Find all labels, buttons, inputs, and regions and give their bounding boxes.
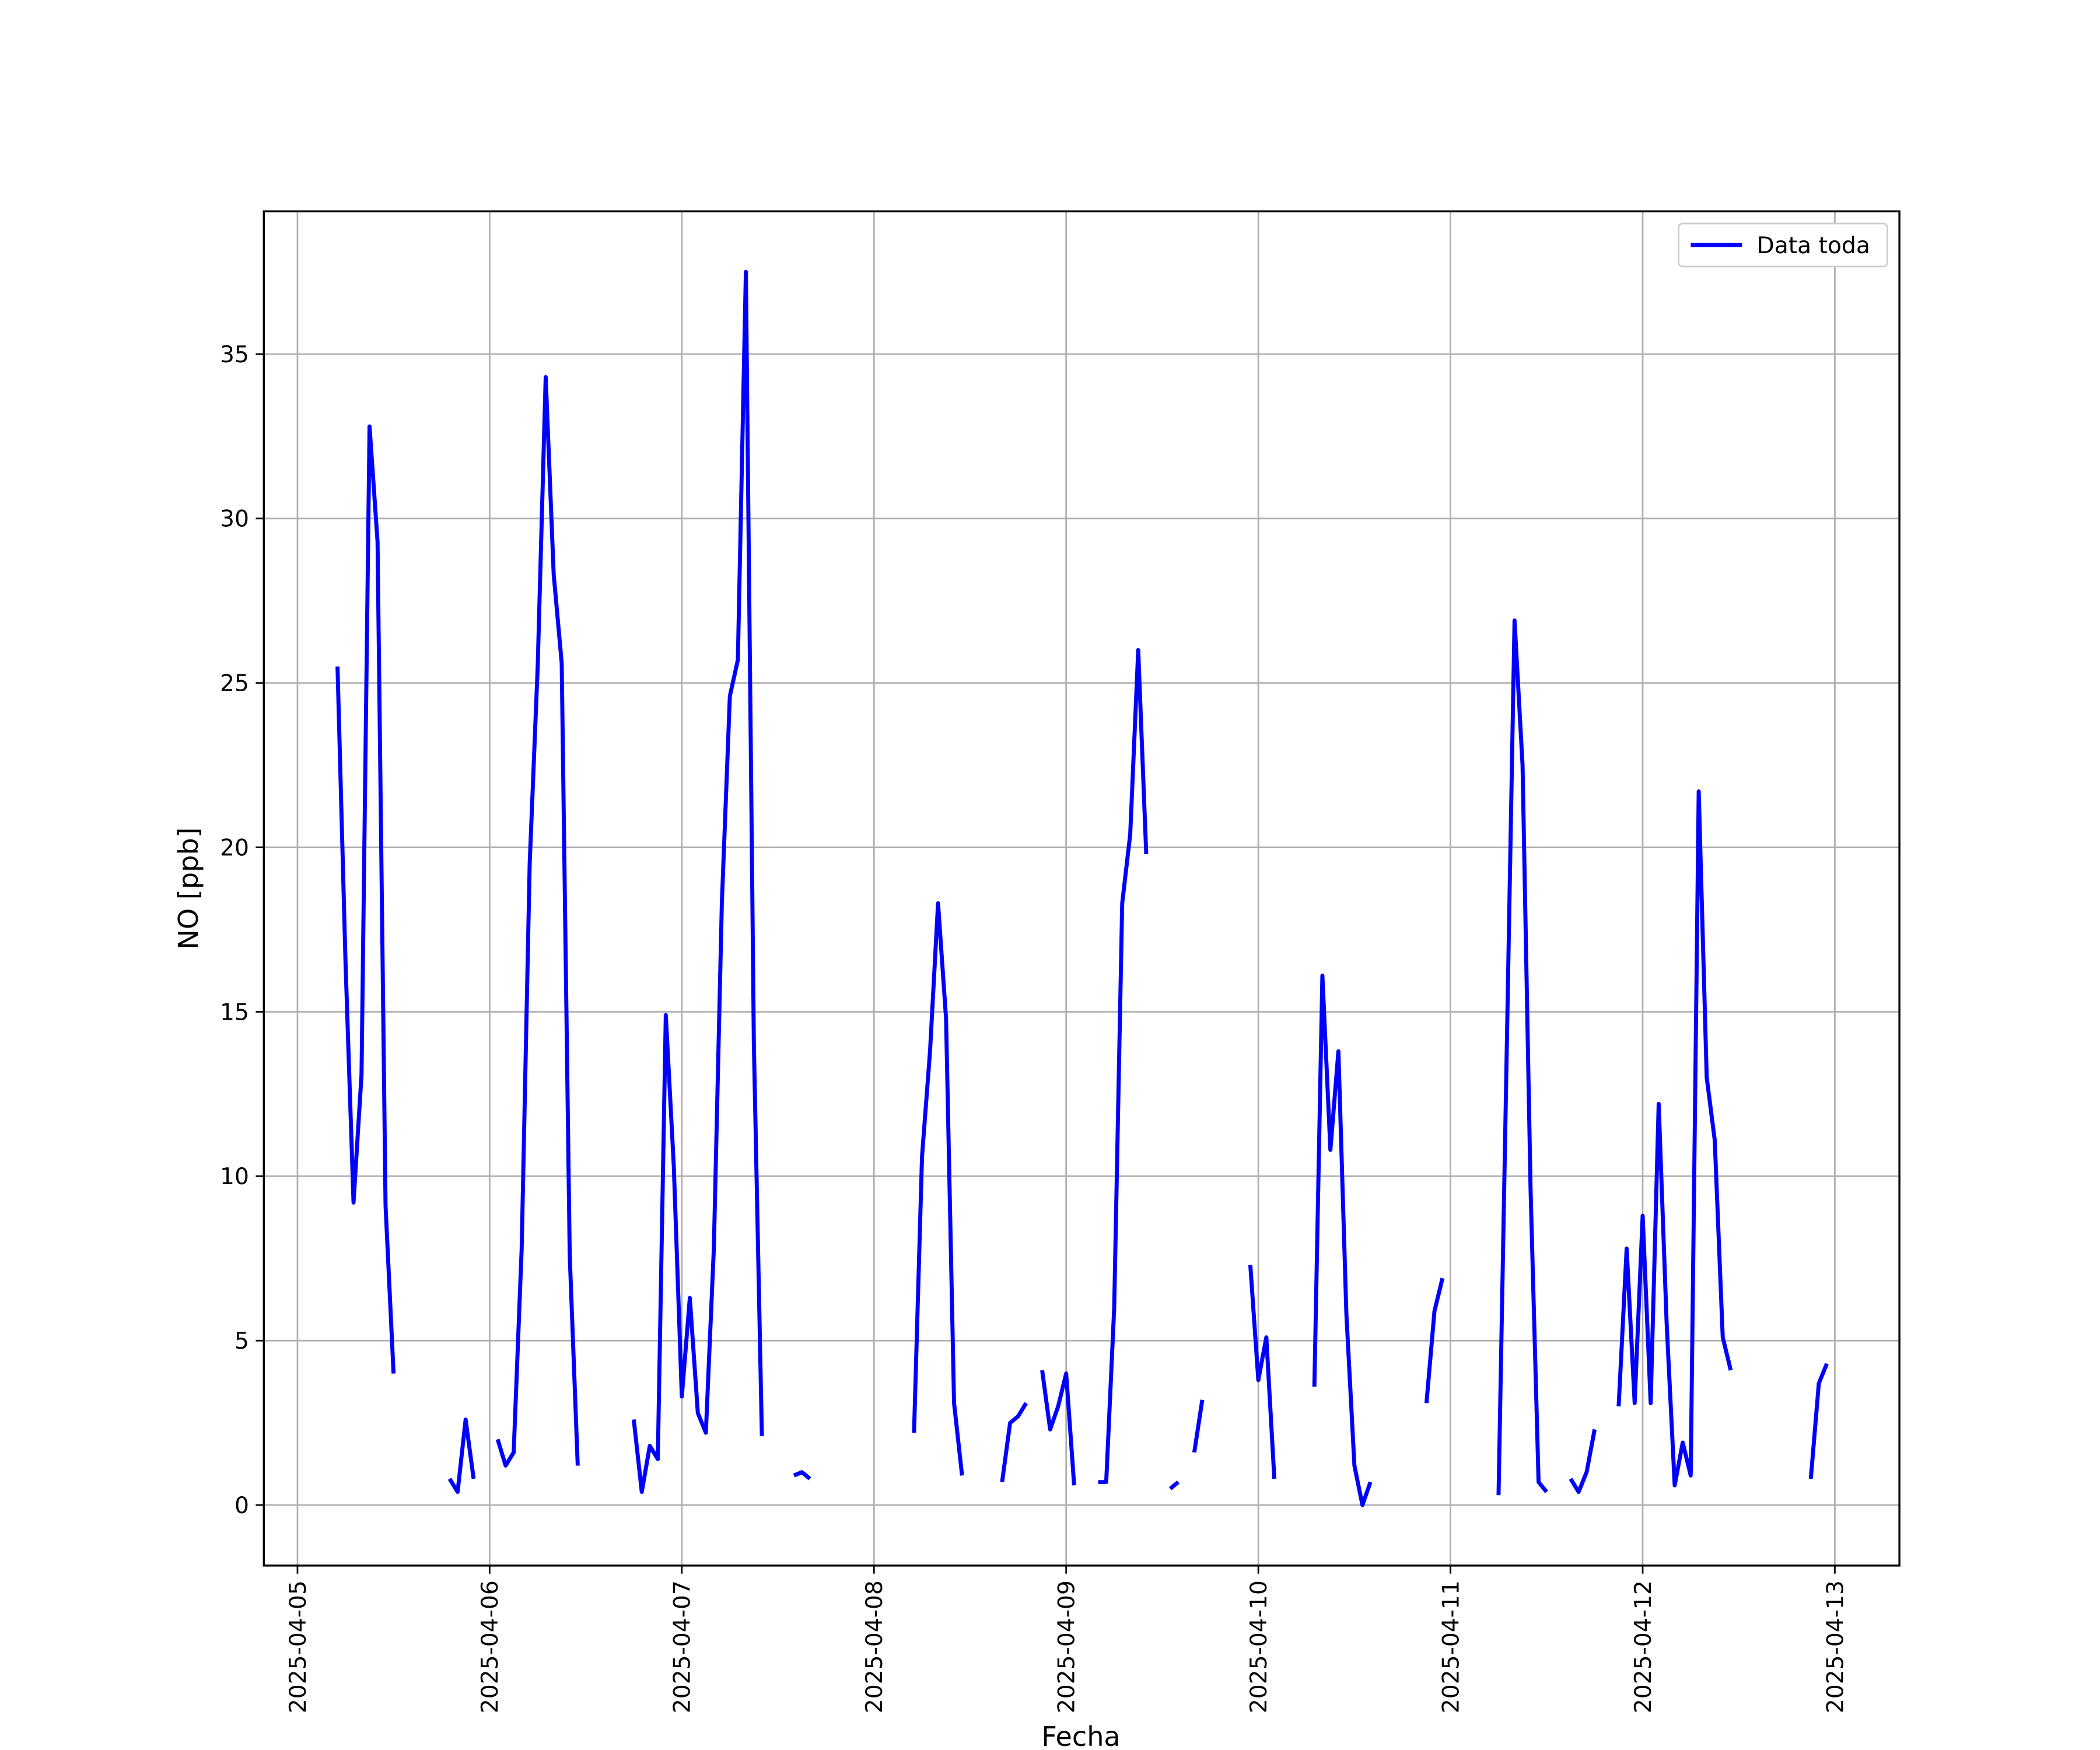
x-tick-label: 2025-04-13 [1822, 1580, 1849, 1713]
x-tick-label: 2025-04-12 [1630, 1580, 1657, 1713]
x-tick-label: 2025-04-10 [1246, 1580, 1272, 1713]
x-tick-label: 2025-04-07 [670, 1580, 696, 1713]
legend-label: Data toda [1757, 233, 1870, 259]
y-tick-label: 20 [220, 835, 249, 861]
data-line [335, 270, 1829, 1507]
y-tick-label: 35 [220, 342, 249, 368]
plot-frame [262, 210, 1901, 1567]
y-axis-label: NO [ppb] [173, 827, 204, 949]
x-tick-label: 2025-04-11 [1438, 1580, 1464, 1713]
x-tick-label: 2025-04-05 [285, 1580, 312, 1713]
x-tick-label: 2025-04-08 [862, 1580, 888, 1713]
x-tick-label: 2025-04-09 [1054, 1580, 1080, 1713]
y-tick-label: 15 [220, 999, 249, 1026]
y-tick-label: 10 [220, 1164, 249, 1190]
x-axis-label: Fecha [1041, 1721, 1120, 1750]
legend-box [1678, 222, 1888, 268]
y-tick-label: 0 [235, 1493, 249, 1519]
y-tick-label: 25 [220, 671, 249, 697]
y-tick-label: 5 [235, 1328, 249, 1354]
x-tick-label: 2025-04-06 [477, 1580, 503, 1713]
y-tick-label: 30 [220, 506, 249, 533]
